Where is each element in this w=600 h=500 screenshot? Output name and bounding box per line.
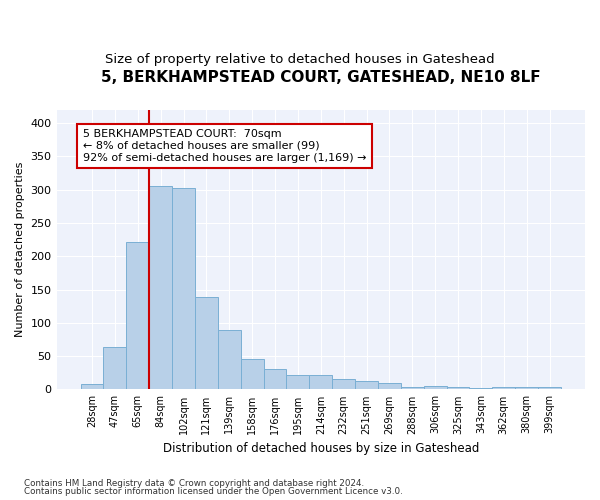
Bar (493, 388, 515, 390)
Bar (515, 388, 538, 390)
Text: 5 BERKHAMPSTEAD COURT:  70sqm
← 8% of detached houses are smaller (99)
92% of se: 5 BERKHAMPSTEAD COURT: 70sqm ← 8% of det… (83, 130, 367, 162)
Bar (401, 387, 424, 390)
X-axis label: Distribution of detached houses by size in Gateshead: Distribution of detached houses by size … (163, 442, 479, 455)
Text: Contains public sector information licensed under the Open Government Licence v3: Contains public sector information licen… (24, 487, 403, 496)
Bar (310, 375, 332, 390)
Bar (195, 297, 218, 390)
Bar (172, 188, 195, 390)
Bar (127, 242, 149, 390)
Y-axis label: Number of detached properties: Number of detached properties (15, 162, 25, 338)
Bar (538, 387, 561, 390)
Bar (469, 388, 493, 390)
Text: Size of property relative to detached houses in Gateshead: Size of property relative to detached ho… (105, 52, 495, 66)
Bar (80, 384, 103, 390)
Bar (286, 375, 310, 390)
Bar (149, 186, 172, 390)
Text: Contains HM Land Registry data © Crown copyright and database right 2024.: Contains HM Land Registry data © Crown c… (24, 478, 364, 488)
Bar (332, 379, 355, 390)
Bar (218, 330, 241, 390)
Bar (241, 359, 263, 390)
Bar (263, 369, 286, 390)
Bar (378, 383, 401, 390)
Title: 5, BERKHAMPSTEAD COURT, GATESHEAD, NE10 8LF: 5, BERKHAMPSTEAD COURT, GATESHEAD, NE10 … (101, 70, 541, 85)
Bar (355, 381, 378, 390)
Bar (103, 348, 127, 390)
Bar (424, 386, 446, 390)
Bar (446, 387, 469, 390)
